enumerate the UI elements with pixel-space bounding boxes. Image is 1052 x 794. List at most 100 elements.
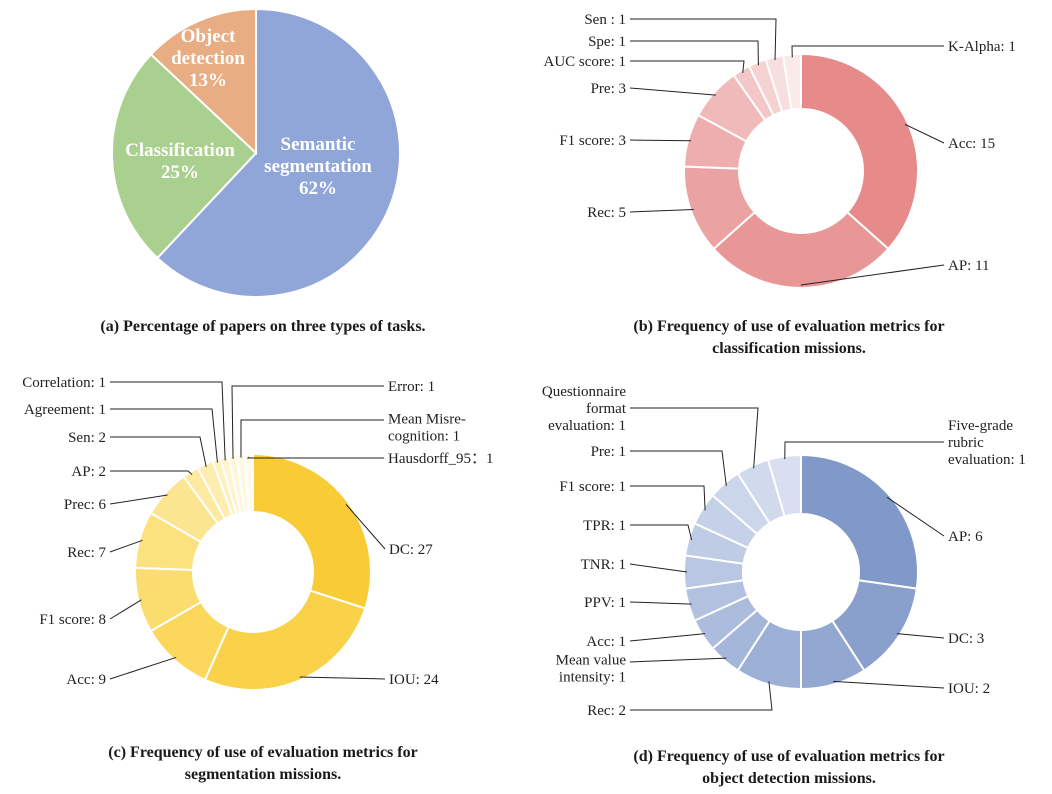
donut-label-mean-value-intensity-1: Mean value intensity: 1 <box>556 653 627 686</box>
donut-slice-k-alpha-1 <box>781 52 802 111</box>
donut-label-correlation-1: Correlation: 1 <box>22 375 106 391</box>
caption-a: (a) Percentage of papers on three types … <box>100 318 426 335</box>
caption-c-line-2: segmentation missions. <box>184 766 342 783</box>
donut-label-acc-15: Acc: 15 <box>948 136 995 152</box>
leader-line-sen-1 <box>630 18 777 61</box>
segmentation-metrics-donut-chart: DC: 27 IOU: 24 Acc: 9 F1 score: 8 Rec: 7 Prec… <box>22 375 494 691</box>
panel-d-detection-donut: AP: 6 DC: 3 IOU: 2 Rec: 2 Mean value intensit… <box>526 370 1052 794</box>
pie-slice-classification <box>111 53 258 260</box>
leader-line-acc-1 <box>629 633 706 642</box>
leader-line-correlation-1 <box>110 381 226 461</box>
leader-line-sen-2 <box>110 436 207 468</box>
donut-label-auc-score-1: AUC score: 1 <box>544 54 627 70</box>
leader-line-hausdorff-95-1 <box>246 456 384 459</box>
leader-line-k-alpha-1 <box>791 45 944 58</box>
donut-label-ppv-1: PPV: 1 <box>584 595 626 611</box>
donut-label-spe-1: Spe: 1 <box>588 34 626 50</box>
donut-label-k-alpha-1: K-Alpha: 1 <box>948 39 1016 55</box>
donut-label-acc-9: Acc: 9 <box>66 672 106 688</box>
panel-c-segmentation-donut: DC: 27 IOU: 24 Acc: 9 F1 score: 8 Rec: 7 Prec… <box>0 370 526 794</box>
donut-label-f1-score-8: F1 score: 8 <box>39 612 106 628</box>
leader-line-acc-15 <box>904 123 945 144</box>
panel-b-classification-donut: Acc: 15 AP: 11 Rec: 5 F1 score: 3 Pre: 3 AUC … <box>526 0 1052 370</box>
donut-label-rec-7: Rec: 7 <box>67 545 106 561</box>
donut-label-prec-6: Prec: 6 <box>64 497 107 513</box>
donut-label-pre-3: Pre: 3 <box>591 81 626 97</box>
caption-d-line-2: object detection missions. <box>702 770 876 787</box>
donut-label-acc-1: Acc: 1 <box>586 634 626 650</box>
pie-label-classification: Classification 25% <box>125 140 235 183</box>
donut-label-ap-11: AP: 11 <box>948 258 990 274</box>
donut-label-dc-27: DC: 27 <box>389 542 433 558</box>
donut-slice-dc-27 <box>252 452 372 610</box>
leader-line-ppv-1 <box>629 601 692 605</box>
donut-slice-iou-24 <box>203 589 367 691</box>
leader-line-auc-score-1 <box>630 60 745 74</box>
donut-label-sen-1: Sen : 1 <box>584 12 626 28</box>
donut-label-mean-misre-cognition-1: Mean Misre-cognition: 1 <box>388 412 466 445</box>
leader-line-error-1 <box>231 385 384 459</box>
classification-metrics-donut-chart: Acc: 15 AP: 11 Rec: 5 F1 score: 3 Pre: 3 AUC … <box>544 12 1016 289</box>
caption-d: (d) Frequency of use of evaluation metri… <box>526 746 1052 790</box>
leader-line-f1-score-8 <box>109 599 142 620</box>
donut-label-tnr-1: TNR: 1 <box>581 557 626 573</box>
leader-line-prec-6 <box>109 494 168 505</box>
leader-line-dc-27 <box>345 504 386 550</box>
donut-label-error-1: Error: 1 <box>388 379 435 395</box>
leader-line-mean-value-intensity-1 <box>629 657 727 663</box>
donut-label-five-grade-rubric-evaluation-1: Five-grade rubric evaluation: 1 <box>948 418 1026 468</box>
leader-line-iou-2 <box>833 680 945 689</box>
donut-label-pre-1: Pre: 1 <box>591 444 626 460</box>
leader-line-tpr-1 <box>630 524 693 541</box>
donut-slice-ap-11 <box>712 210 890 289</box>
leader-line-ap-11 <box>800 264 945 286</box>
pie-label-object: Object detection 13% <box>171 26 245 91</box>
leader-line-dc-3 <box>896 633 945 639</box>
leader-line-agreement-1 <box>110 408 218 463</box>
donut-label-hausdorff-95-1: Hausdorff_95：1 <box>388 451 494 467</box>
detection-metrics-donut-chart: AP: 6 DC: 3 IOU: 2 Rec: 2 Mean value intensit… <box>542 384 1026 719</box>
donut-label-agreement-1: Agreement: 1 <box>24 402 106 418</box>
donut-label-iou-24: IOU: 24 <box>389 672 439 688</box>
donut-label-rec-5: Rec: 5 <box>587 205 626 221</box>
pie-label-semantic: Semantic segmentation 62% <box>264 134 372 199</box>
caption-d-line-1: (d) Frequency of use of evaluation metri… <box>633 748 945 765</box>
leader-line-ap-2 <box>110 470 193 475</box>
donut-label-tpr-1: TPR: 1 <box>583 518 626 534</box>
leader-line-pre-1 <box>630 450 727 486</box>
donut-label-ap-6: AP: 6 <box>948 529 983 545</box>
leader-line-f1-score-1 <box>630 485 706 511</box>
donut-slice-acc-15 <box>800 52 919 251</box>
leader-line-mean-misre-cognition-1 <box>240 419 384 458</box>
donut-label-sen-2: Sen: 2 <box>68 430 106 446</box>
task-share-pie-chart: Semantic segmentation 62% Classification 25%… <box>111 7 401 298</box>
donut-slice-five-grade-rubric-evaluation-1 <box>766 453 802 518</box>
leader-line-rec-7 <box>109 539 143 553</box>
donut-label-rec-2: Rec: 2 <box>587 703 626 719</box>
donut-label-f1-score-1: F1 score: 1 <box>559 479 626 495</box>
leader-line-pre-3 <box>629 87 716 96</box>
leader-line-acc-9 <box>109 656 177 680</box>
leader-line-five-grade-rubric-evaluation-1 <box>784 441 944 460</box>
donut-label-questionnaire-format-evaluation-1: Questionnaire format evaluation: 1 <box>542 384 627 434</box>
leader-line-ap-6 <box>886 496 945 537</box>
donut-slice-ap-6 <box>800 453 919 590</box>
leader-line-rec-2 <box>630 681 773 711</box>
leader-line-rec-5 <box>629 209 694 213</box>
donut-label-ap-2: AP: 2 <box>71 464 106 480</box>
donut-slice-hausdorff-95-1 <box>243 452 254 514</box>
pie-slice-semantic <box>156 7 401 298</box>
donut-label-dc-3: DC: 3 <box>948 631 984 647</box>
leader-line-f1-score-3 <box>629 139 692 142</box>
caption-c-line-1: (c) Frequency of use of evaluation metri… <box>108 744 418 761</box>
donut-label-iou-2: IOU: 2 <box>948 681 990 697</box>
leader-line-spe-1 <box>630 40 759 66</box>
leader-line-questionnaire-format-evaluation-1 <box>630 407 759 469</box>
pie-slice-object <box>149 7 257 156</box>
caption-b-line-1: (b) Frequency of use of evaluation metri… <box>633 318 945 335</box>
panel-a-task-share-pie: Semantic segmentation 62% Classification 25%… <box>0 0 526 340</box>
donut-label-f1-score-3: F1 score: 3 <box>559 133 626 149</box>
caption-b-line-2: classification missions. <box>712 340 866 357</box>
leader-line-iou-24 <box>299 676 386 680</box>
caption-b: (b) Frequency of use of evaluation metri… <box>526 316 1052 360</box>
